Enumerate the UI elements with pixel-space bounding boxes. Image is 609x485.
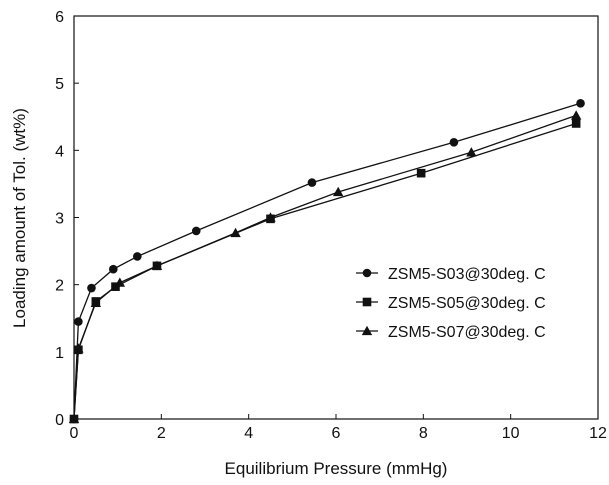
data-point xyxy=(151,260,163,271)
data-point xyxy=(90,297,102,307)
y-tick-labels: 0 1 2 3 4 5 6 xyxy=(55,9,64,429)
legend: ZSM5-S03@30deg. C ZSM5-S05@30deg. C ZSM5-S… xyxy=(356,266,546,341)
data-point xyxy=(307,178,317,187)
series-3 xyxy=(68,110,582,424)
series-line xyxy=(73,102,581,420)
x-tick-labels: 0 2 4 6 8 10 12 xyxy=(70,425,607,442)
legend-item: ZSM5-S03@30deg. C xyxy=(356,266,546,283)
y-tick-label: 6 xyxy=(55,9,64,26)
plot-area-frame xyxy=(73,15,599,420)
data-point xyxy=(230,227,241,238)
series-layer xyxy=(68,99,585,424)
x-tick-label: 12 xyxy=(589,425,607,442)
legend-marker xyxy=(361,325,373,336)
data-point xyxy=(332,186,344,197)
data-point xyxy=(466,147,477,157)
legend-marker xyxy=(362,297,372,307)
data-point xyxy=(68,413,80,424)
data-point xyxy=(265,212,276,222)
data-point xyxy=(73,343,84,353)
legend-label: ZSM5-S07@30deg. C xyxy=(388,324,546,341)
legend-marker xyxy=(362,268,372,278)
y-tick-label: 3 xyxy=(55,211,64,228)
y-tick-label: 0 xyxy=(55,412,64,429)
data-point xyxy=(114,277,126,287)
axis-ticks xyxy=(73,15,599,420)
x-tick-label: 6 xyxy=(332,425,341,442)
legend-item: ZSM5-S07@30deg. C xyxy=(356,324,546,341)
data-point xyxy=(576,99,585,108)
data-point xyxy=(416,168,426,178)
x-tick-label: 0 xyxy=(70,425,79,442)
data-point xyxy=(87,283,96,293)
data-point xyxy=(74,317,83,326)
x-tick-label: 8 xyxy=(419,425,428,442)
x-tick-label: 4 xyxy=(244,425,253,442)
y-tick-label: 4 xyxy=(55,143,64,160)
series-1 xyxy=(69,99,585,424)
data-point xyxy=(570,110,582,120)
legend-label: ZSM5-S05@30deg. C xyxy=(388,295,546,312)
y-tick-label: 2 xyxy=(55,278,64,295)
legend-label: ZSM5-S03@30deg. C xyxy=(388,266,546,283)
y-tick-label: 1 xyxy=(55,345,64,362)
data-point xyxy=(191,226,201,236)
x-axis-title: Equilibrium Pressure (mmHg) xyxy=(225,459,448,478)
legend-item: ZSM5-S05@30deg. C xyxy=(356,295,546,312)
series-line xyxy=(73,114,577,420)
data-point xyxy=(133,252,142,261)
data-point xyxy=(109,264,118,274)
x-tick-label: 2 xyxy=(157,425,166,442)
data-point xyxy=(571,119,581,128)
y-tick-label: 5 xyxy=(55,76,64,93)
y-axis-title: Loading amount of Tol. (wt%) xyxy=(10,108,29,328)
x-tick-label: 10 xyxy=(502,425,520,442)
data-point xyxy=(449,137,459,147)
